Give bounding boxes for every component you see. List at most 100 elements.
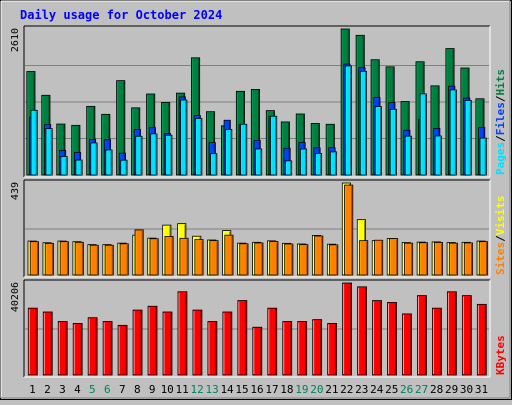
x-tick-label-31: 31 [475, 383, 488, 396]
bar-kbytes-kbytes-22-fill [342, 282, 352, 376]
legend-visits-part-1: / [494, 235, 507, 242]
bar-kbytes-kbytes-8-fill [132, 309, 143, 376]
bar-kbytes-kbytes-27-fill [417, 295, 427, 376]
bar-hits-pages-14-fill [225, 129, 233, 176]
bar-hits-pages-19-fill [300, 148, 308, 176]
bar-visits-sites-20 [314, 235, 324, 276]
bar-kbytes-kbytes-8 [132, 309, 143, 376]
bar-hits-pages-25 [389, 108, 397, 176]
bar-kbytes-kbytes-9 [147, 305, 158, 376]
bar-visits-sites-17 [269, 241, 279, 276]
bar-visits-sites-18-fill [284, 243, 294, 276]
x-tick-label-10: 10 [161, 383, 174, 396]
bar-visits-sites-9-fill [149, 238, 159, 276]
bar-kbytes-kbytes-18 [282, 321, 293, 376]
bar-visits-sites-15 [239, 243, 249, 276]
bar-visits-sites-23 [359, 240, 369, 276]
x-tick-label-24: 24 [370, 383, 384, 396]
bar-hits-pages-6 [105, 149, 113, 176]
bar-hits-pages-24 [374, 106, 382, 176]
x-tick-label-29: 29 [445, 383, 458, 396]
bar-hits-pages-30-fill [464, 100, 472, 176]
bar-visits-sites-4 [74, 241, 84, 276]
bar-kbytes-kbytes-29 [446, 291, 457, 376]
legend-kbytes-part-0: KBytes [494, 335, 507, 375]
bar-hits-pages-3-fill [60, 156, 68, 176]
bar-visits-sites-10 [164, 236, 174, 276]
x-tick-label-7: 7 [119, 383, 126, 396]
bar-visits-sites-16-fill [254, 242, 264, 276]
bar-hits-pages-1-fill [30, 109, 38, 176]
bar-kbytes-kbytes-4 [72, 323, 83, 376]
bar-hits-pages-11 [180, 99, 188, 176]
bar-hits-pages-9-fill [150, 133, 158, 176]
bar-kbytes-kbytes-11-fill [177, 291, 188, 376]
x-tick-label-20: 20 [310, 383, 323, 396]
x-tick-label-8: 8 [134, 383, 141, 396]
bar-visits-sites-29-fill [448, 242, 458, 276]
bar-visits-sites-28 [433, 242, 443, 276]
bar-hits-pages-8-fill [135, 135, 143, 176]
bar-hits-pages-28-fill [434, 135, 442, 176]
bar-visits-sites-23-fill [359, 240, 369, 276]
bar-kbytes-kbytes-7 [117, 324, 128, 376]
bar-visits-sites-26-fill [404, 242, 414, 276]
bar-visits-sites-14 [224, 234, 234, 276]
bar-visits-sites-19-fill [299, 244, 309, 276]
bar-visits-sites-30 [463, 242, 473, 276]
x-tick-label-4: 4 [74, 383, 81, 396]
bar-kbytes-kbytes-26-fill [402, 313, 412, 376]
bar-kbytes-kbytes-22 [342, 282, 352, 376]
bar-kbytes-kbytes-25 [387, 302, 397, 376]
bar-hits-pages-18 [285, 160, 293, 176]
bar-kbytes-kbytes-23 [357, 286, 367, 376]
bar-visits-sites-26 [404, 242, 414, 276]
bar-hits-pages-8 [135, 135, 143, 176]
panel-kbytes-legend: KBytes [494, 335, 507, 375]
bar-visits-sites-11-fill [179, 237, 189, 276]
bar-kbytes-kbytes-12-fill [192, 309, 203, 376]
bar-kbytes-kbytes-11 [177, 291, 188, 376]
bar-hits-pages-4 [75, 159, 83, 176]
bar-visits-sites-11 [179, 237, 189, 276]
bar-visits-sites-4-fill [74, 241, 84, 276]
x-tick-label-12: 12 [191, 383, 204, 396]
bar-hits-pages-12 [195, 117, 203, 176]
bar-visits-sites-14-fill [224, 234, 234, 276]
x-tick-label-5: 5 [89, 383, 96, 396]
bar-hits-pages-7-fill [120, 159, 128, 176]
bar-hits-pages-27-fill [419, 93, 427, 176]
bar-visits-sites-27 [418, 242, 429, 276]
panel-kbytes: 40206 KBytes [10, 279, 507, 378]
bar-visits-sites-17-fill [269, 241, 279, 276]
bar-hits-pages-31-fill [479, 137, 487, 176]
bar-hits-pages-2 [45, 128, 53, 176]
bar-kbytes-kbytes-5-fill [87, 317, 98, 376]
panel-visits-legend: Sites/Visits [494, 196, 507, 276]
bar-visits-sites-7-fill [119, 243, 129, 276]
bar-hits-pages-29 [449, 89, 457, 176]
bar-hits-pages-16-fill [255, 148, 263, 176]
bar-hits-pages-22 [344, 65, 352, 176]
bar-kbytes-kbytes-6 [102, 321, 113, 376]
bar-kbytes-kbytes-27 [417, 295, 427, 376]
legend-hits-part-3: / [494, 95, 507, 102]
x-tick-label-28: 28 [430, 383, 443, 396]
bar-visits-sites-1 [29, 241, 39, 276]
x-tick-label-26: 26 [400, 383, 413, 396]
legend-hits-part-1: / [494, 135, 507, 142]
legend-hits-part-4: Hits [494, 69, 507, 96]
x-tick-label-13: 13 [205, 383, 218, 396]
bar-kbytes-kbytes-21-fill [327, 323, 338, 376]
bar-hits-pages-20 [314, 153, 323, 176]
bar-kbytes-kbytes-31-fill [476, 303, 487, 376]
bar-hits-pages-2-fill [45, 128, 53, 176]
bar-kbytes-kbytes-18-fill [282, 321, 293, 376]
bar-hits-pages-16 [255, 148, 263, 176]
bar-visits-sites-12-fill [194, 239, 204, 276]
bar-kbytes-kbytes-12 [192, 309, 203, 376]
bar-kbytes-kbytes-13 [207, 321, 218, 376]
bar-kbytes-kbytes-21 [327, 323, 338, 376]
